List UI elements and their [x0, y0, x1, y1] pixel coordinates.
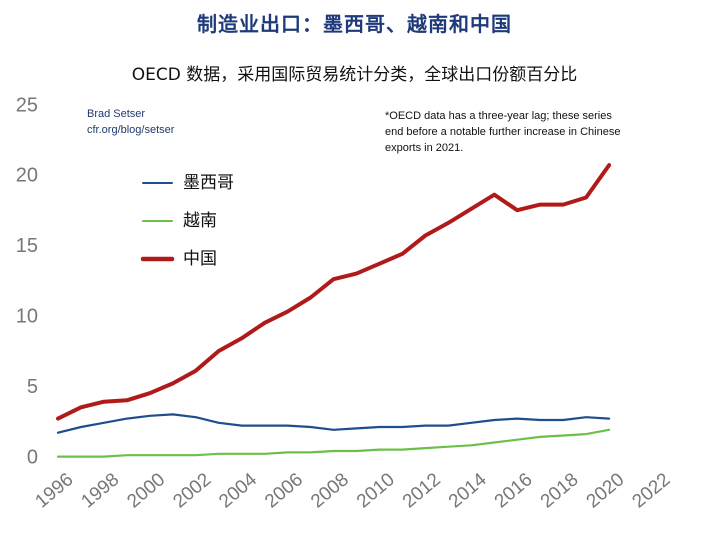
y-tick-label: 10	[16, 305, 38, 327]
x-tick-label: 1998	[77, 469, 123, 512]
author-name: Brad Setser	[87, 108, 146, 120]
legend-label: 越南	[183, 211, 217, 231]
x-tick-label: 2016	[491, 469, 537, 512]
x-tick-label: 2000	[123, 469, 169, 512]
x-tick-label: 2012	[399, 469, 445, 512]
y-tick-label: 20	[16, 165, 38, 187]
x-tick-label: 2010	[353, 469, 399, 512]
x-tick-label: 2018	[537, 469, 583, 512]
x-tick-label: 2020	[583, 469, 629, 512]
author-url: cfr.org/blog/setser	[87, 124, 175, 136]
chart-note-line: exports in 2021.	[385, 142, 464, 154]
x-tick-label: 1996	[32, 469, 78, 512]
chart-note-line: end before a notable further increase in…	[385, 126, 621, 138]
series-line	[56, 163, 612, 421]
legend-label: 中国	[183, 249, 217, 269]
x-tick-label: 2002	[169, 469, 215, 512]
y-tick-label: 0	[27, 446, 38, 468]
series-line	[56, 413, 611, 434]
chart-note-line: *OECD data has a three-year lag; these s…	[385, 110, 612, 122]
series-line	[56, 428, 611, 458]
chart-subtitle: OECD 数据，采用国际贸易统计分类，全球出口份额百分比	[131, 65, 578, 85]
x-tick-label: 2004	[215, 469, 261, 513]
y-tick-label: 25	[16, 94, 38, 116]
x-tick-label: 2008	[307, 469, 353, 512]
y-tick-label: 5	[27, 376, 38, 398]
x-tick-label: 2022	[629, 469, 675, 512]
legend-label: 墨西哥	[183, 173, 234, 193]
x-tick-label: 2014	[445, 469, 491, 513]
chart-title: 制造业出口：墨西哥、越南和中国	[197, 12, 512, 36]
y-tick-label: 15	[16, 235, 38, 257]
x-tick-label: 2006	[261, 469, 307, 512]
